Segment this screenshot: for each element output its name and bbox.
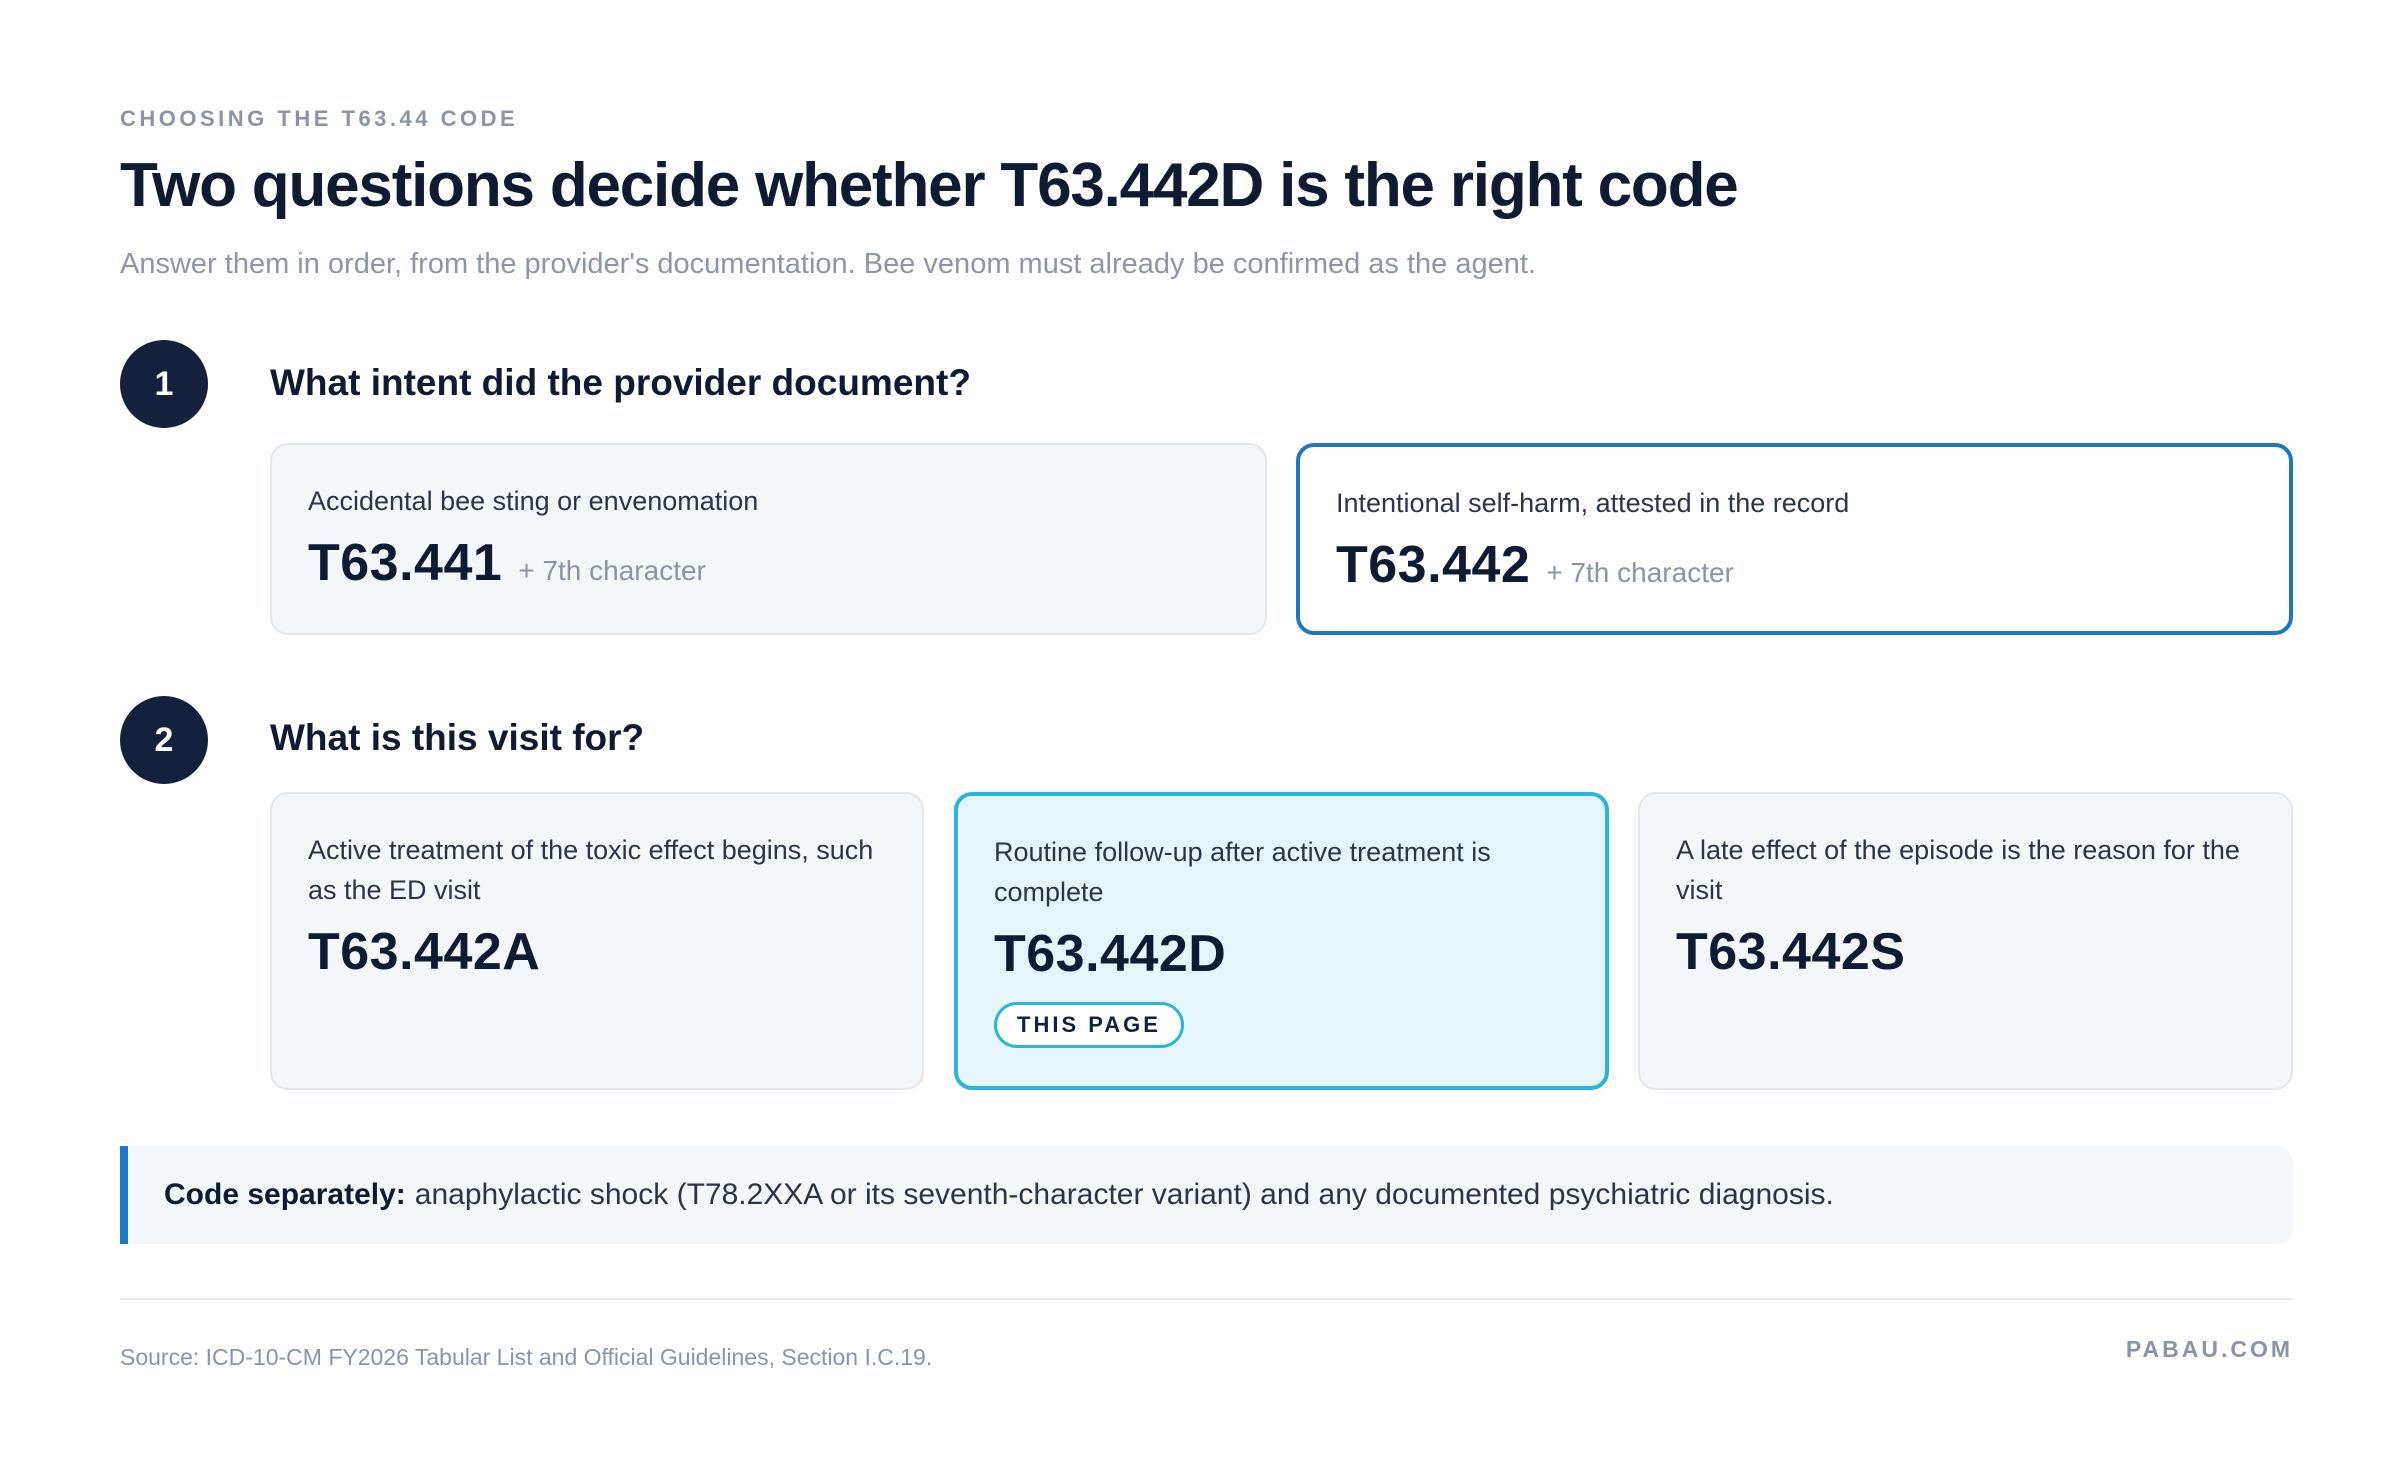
option-initial-encounter-card[interactable]: Active treatment of the toxic effect beg… [270, 792, 924, 1090]
option-label: Routine follow-up after active treatment… [994, 837, 1491, 907]
option-code: T63.442A [308, 923, 541, 981]
option-accidental-card[interactable]: Accidental bee sting or envenomation T63… [270, 443, 1267, 635]
code-separately-note: Code separately: anaphylactic shock (T78… [120, 1146, 2293, 1244]
option-code: T63.442D [994, 925, 1227, 983]
eyebrow: CHOOSING THE T63.44 CODE [120, 106, 519, 131]
code-row: T63.442S [1676, 922, 2255, 982]
option-code: T63.442 [1336, 536, 1531, 594]
note-strong: Code separately: [164, 1178, 406, 1211]
page-title: Two questions decide whether T63.442D is… [120, 151, 1739, 220]
this-page-badge: THIS PAGE [994, 1002, 1184, 1048]
code-row: T63.441 + 7th character [308, 533, 1229, 593]
code-row: T63.442 + 7th character [1336, 535, 2253, 595]
brand-link[interactable]: PABAU.COM [2125, 1336, 2293, 1362]
option-subsequent-encounter-card[interactable]: Routine follow-up after active treatment… [954, 792, 1609, 1090]
code-row: T63.442A [308, 922, 886, 982]
option-suffix: + 7th character [1546, 557, 1734, 588]
option-code: T63.442S [1676, 923, 1906, 981]
step-2-number: 2 [120, 696, 208, 784]
step-1-number: 1 [120, 340, 208, 428]
page-subtitle: Answer them in order, from the provider'… [120, 248, 1536, 280]
step-2-question: What is this visit for? [270, 717, 645, 758]
option-self-harm-card[interactable]: Intentional self-harm, attested in the r… [1296, 443, 2293, 635]
code-row: T63.442D [994, 924, 1569, 984]
option-label: Active treatment of the toxic effect beg… [308, 835, 874, 905]
note-text: anaphylactic shock (T78.2XXA or its seve… [414, 1178, 1834, 1211]
source-text: Source: ICD-10-CM FY2026 Tabular List an… [120, 1344, 933, 1370]
option-code: T63.441 [308, 534, 503, 592]
option-suffix: + 7th character [518, 555, 706, 586]
option-sequela-card[interactable]: A late effect of the episode is the reas… [1638, 792, 2293, 1090]
footer-divider [120, 1298, 2293, 1300]
step-1-question: What intent did the provider document? [270, 362, 971, 403]
option-label: Accidental bee sting or envenomation [308, 486, 759, 516]
option-label: A late effect of the episode is the reas… [1676, 835, 2240, 905]
option-label: Intentional self-harm, attested in the r… [1336, 488, 1850, 518]
